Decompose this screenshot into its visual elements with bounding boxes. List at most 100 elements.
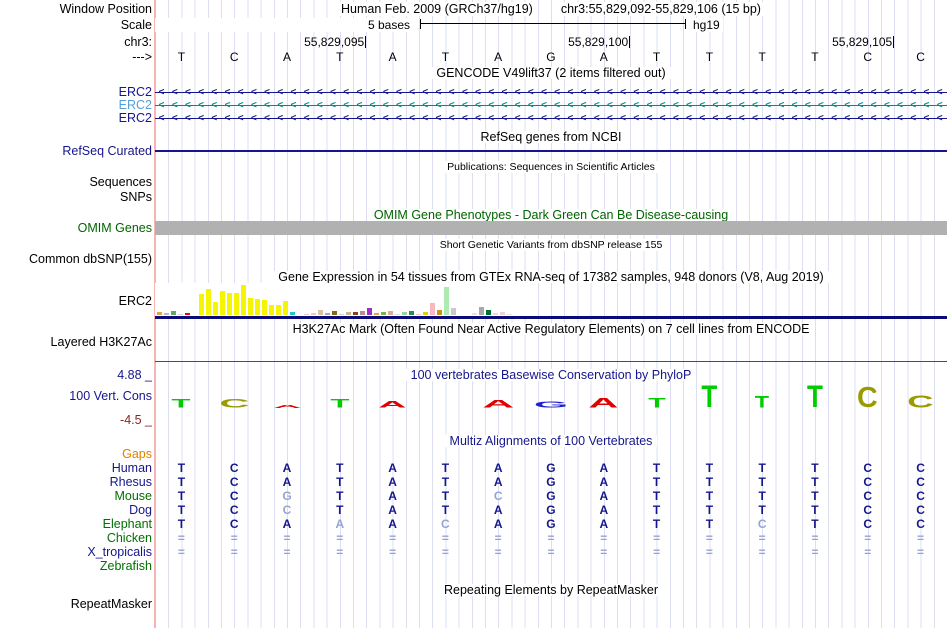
base-letter: T: [441, 50, 450, 64]
gtex-tissue-bar: [367, 308, 372, 315]
species-label[interactable]: Gaps: [122, 447, 152, 461]
refseq-gene-line[interactable]: [155, 150, 947, 152]
strand-arrow-icon: <: [409, 113, 416, 124]
alignment-row-gaps[interactable]: Gaps: [0, 447, 950, 461]
gene-label[interactable]: ERC2: [118, 85, 152, 99]
base-letter: T: [811, 50, 819, 64]
gtex-track-row[interactable]: ERC2: [0, 283, 950, 319]
sequences-row[interactable]: Sequences: [0, 175, 950, 189]
phylop-title[interactable]: 100 vertebrates Basewise Conservation by…: [155, 368, 947, 381]
refseq-curated-row[interactable]: RefSeq Curated: [0, 143, 950, 158]
multiz-alignment[interactable]: Gaps Human T C A T A T A G A T T T T C C Rhesus T C A T A T A G A T…: [0, 447, 950, 573]
strand-arrow-icon: <: [936, 87, 943, 98]
snps-row[interactable]: SNPs: [0, 190, 950, 204]
gtex-gene-label[interactable]: ERC2: [118, 294, 152, 308]
coordinate-tick: [893, 36, 895, 48]
alignment-base: T: [758, 461, 766, 475]
species-label[interactable]: Chicken: [106, 531, 152, 545]
strand-arrow-icon: <: [620, 113, 627, 124]
repeatmasker-row[interactable]: RepeatMasker: [0, 597, 950, 611]
alignment-row-mouse[interactable]: Mouse T C G T A T C G A T T T T C C: [0, 489, 950, 503]
h3k27ac-track-row[interactable]: Layered H3K27Ac: [0, 335, 950, 362]
coordinate-tick: [365, 36, 367, 48]
gene-label[interactable]: ERC2: [118, 111, 152, 125]
strand-arrow-icon: <: [527, 100, 534, 111]
gene-label[interactable]: ERC2: [118, 98, 152, 112]
multiz-title[interactable]: Multiz Alignments of 100 Vertebrates: [155, 434, 947, 447]
dbsnp-label[interactable]: Common dbSNP(155): [29, 252, 152, 266]
alignment-row-dog[interactable]: Dog T C C T A T A G A T T T T C C: [0, 503, 950, 517]
alignment-row-rhesus[interactable]: Rhesus T C A T A T A G A T T T T C C: [0, 475, 950, 489]
species-label[interactable]: Elephant: [102, 517, 152, 531]
refseq-curated-label[interactable]: RefSeq Curated: [62, 143, 152, 158]
species-label[interactable]: Mouse: [114, 489, 152, 503]
strand-arrow-icon: <: [185, 87, 191, 98]
species-label[interactable]: Zebrafish: [99, 559, 152, 573]
alignment-row-human[interactable]: Human T C A T A T A G A T T T T C C: [0, 461, 950, 475]
alignment-base: A: [493, 517, 503, 531]
omim-genes-label[interactable]: OMIM Genes: [77, 221, 152, 235]
species-label[interactable]: Rhesus: [109, 475, 152, 489]
coordinate-row[interactable]: chr3: 55,829,095 55,829,100 55,829,105: [0, 35, 950, 49]
strand-arrow-icon: <: [857, 87, 864, 98]
strand-arrow-icon: <: [501, 113, 508, 124]
omim-genes-row[interactable]: OMIM Genes: [0, 221, 950, 235]
alignment-base: T: [441, 503, 450, 517]
dbsnp-row[interactable]: Common dbSNP(155): [0, 252, 950, 266]
alignment-base: T: [336, 475, 344, 489]
refseq-title[interactable]: RefSeq genes from NCBI: [155, 130, 947, 143]
species-label[interactable]: X_tropicalis: [87, 545, 152, 559]
gencode-transcript-row[interactable]: ERC2 < < < < < < < < < < < < < < < < < < < < < < < < < < < < < < < < < < <…: [0, 112, 950, 125]
strand-arrow-icon: <: [501, 87, 508, 98]
species-label[interactable]: Dog: [129, 503, 152, 517]
window-position-label: Window Position: [59, 2, 152, 16]
transcript-line-minus-strand[interactable]: < < < < < < < < < < < < < < < < < < < < < < < < < < < < < < < < < < < < < < < <…: [155, 99, 947, 112]
h3k27ac-title[interactable]: H3K27Ac Mark (Often Found Near Active Re…: [155, 322, 947, 335]
scale-row: Scale 5 bases hg19: [0, 18, 950, 32]
conservation-logo-letter: [419, 381, 472, 408]
strand-arrow-icon: <: [198, 113, 205, 124]
repeatmasker-title[interactable]: Repeating Elements by RepeatMasker: [155, 583, 947, 596]
transcript-line-minus-strand[interactable]: < < < < < < < < < < < < < < < < < < < < < < < < < < < < < < < < < < < < < < < <…: [155, 86, 947, 99]
alignment-base: A: [282, 517, 292, 531]
alignment-base: [894, 559, 947, 573]
publications-title[interactable]: Publications: Sequences in Scientific Ar…: [155, 161, 947, 173]
conservation-logo-letter: G: [533, 400, 569, 410]
gtex-expression-chart[interactable]: [155, 283, 533, 317]
strand-arrow-icon: <: [488, 113, 495, 124]
strand-arrow-icon: <: [224, 100, 231, 111]
alignment-base: =: [811, 545, 819, 559]
alignment-row-elephant[interactable]: Elephant T C A A A C A G A T T C T C C: [0, 517, 950, 531]
omim-title[interactable]: OMIM Gene Phenotypes - Dark Green Can Be…: [155, 208, 947, 221]
sequence-row[interactable]: ---> T C A T A T A G A T T T T C C: [0, 50, 950, 64]
phylop-track-label[interactable]: 100 Vert. Cons: [69, 388, 152, 403]
sequences-label[interactable]: Sequences: [89, 175, 152, 189]
species-label[interactable]: Human: [111, 461, 152, 475]
gencode-transcript-row[interactable]: ERC2 < < < < < < < < < < < < < < < < < < < < < < < < < < < < < < < < < < <…: [0, 99, 950, 112]
dbsnp-title[interactable]: Short Genetic Variants from dbSNP releas…: [155, 239, 947, 251]
alignment-row-chicken[interactable]: Chicken = = = = = = = = = = = = = = =: [0, 531, 950, 545]
base-letter: C: [916, 50, 925, 64]
repeatmasker-label[interactable]: RepeatMasker: [70, 597, 152, 611]
strand-arrow-icon: <: [343, 113, 350, 124]
omim-gene-bar[interactable]: [155, 221, 947, 235]
strand-arrow-icon: <: [396, 113, 402, 124]
strand-arrow-icon: <: [303, 113, 310, 124]
conservation-logo-letter: T: [330, 396, 350, 411]
alignment-row-zebrafish[interactable]: Zebrafish: [0, 559, 950, 573]
h3k27ac-label[interactable]: Layered H3K27Ac: [50, 335, 152, 349]
strand-arrow-icon: <: [330, 113, 336, 124]
snps-label[interactable]: SNPs: [120, 190, 152, 204]
gencode-transcript-row[interactable]: ERC2 < < < < < < < < < < < < < < < < < < < < < < < < < < < < < < < < < < <…: [0, 86, 950, 99]
gencode-title[interactable]: GENCODE V49lift37 (2 items filtered out): [155, 66, 947, 80]
strand-arrow-icon: <: [699, 100, 706, 111]
base-letter: A: [494, 50, 503, 64]
gtex-title[interactable]: Gene Expression in 54 tissues from GTEx …: [155, 270, 947, 283]
gtex-tissue-bar: [437, 310, 442, 315]
alignment-row-x_tropicalis[interactable]: X_tropicalis = = = = = = = = = = = = = = =: [0, 545, 950, 559]
transcript-line-minus-strand[interactable]: < < < < < < < < < < < < < < < < < < < < < < < < < < < < < < < < < < < < < < < <…: [155, 112, 947, 125]
alignment-base: T: [652, 503, 661, 517]
gtex-gene-model-line[interactable]: [155, 315, 947, 319]
strand-arrow-icon: <: [356, 113, 363, 124]
